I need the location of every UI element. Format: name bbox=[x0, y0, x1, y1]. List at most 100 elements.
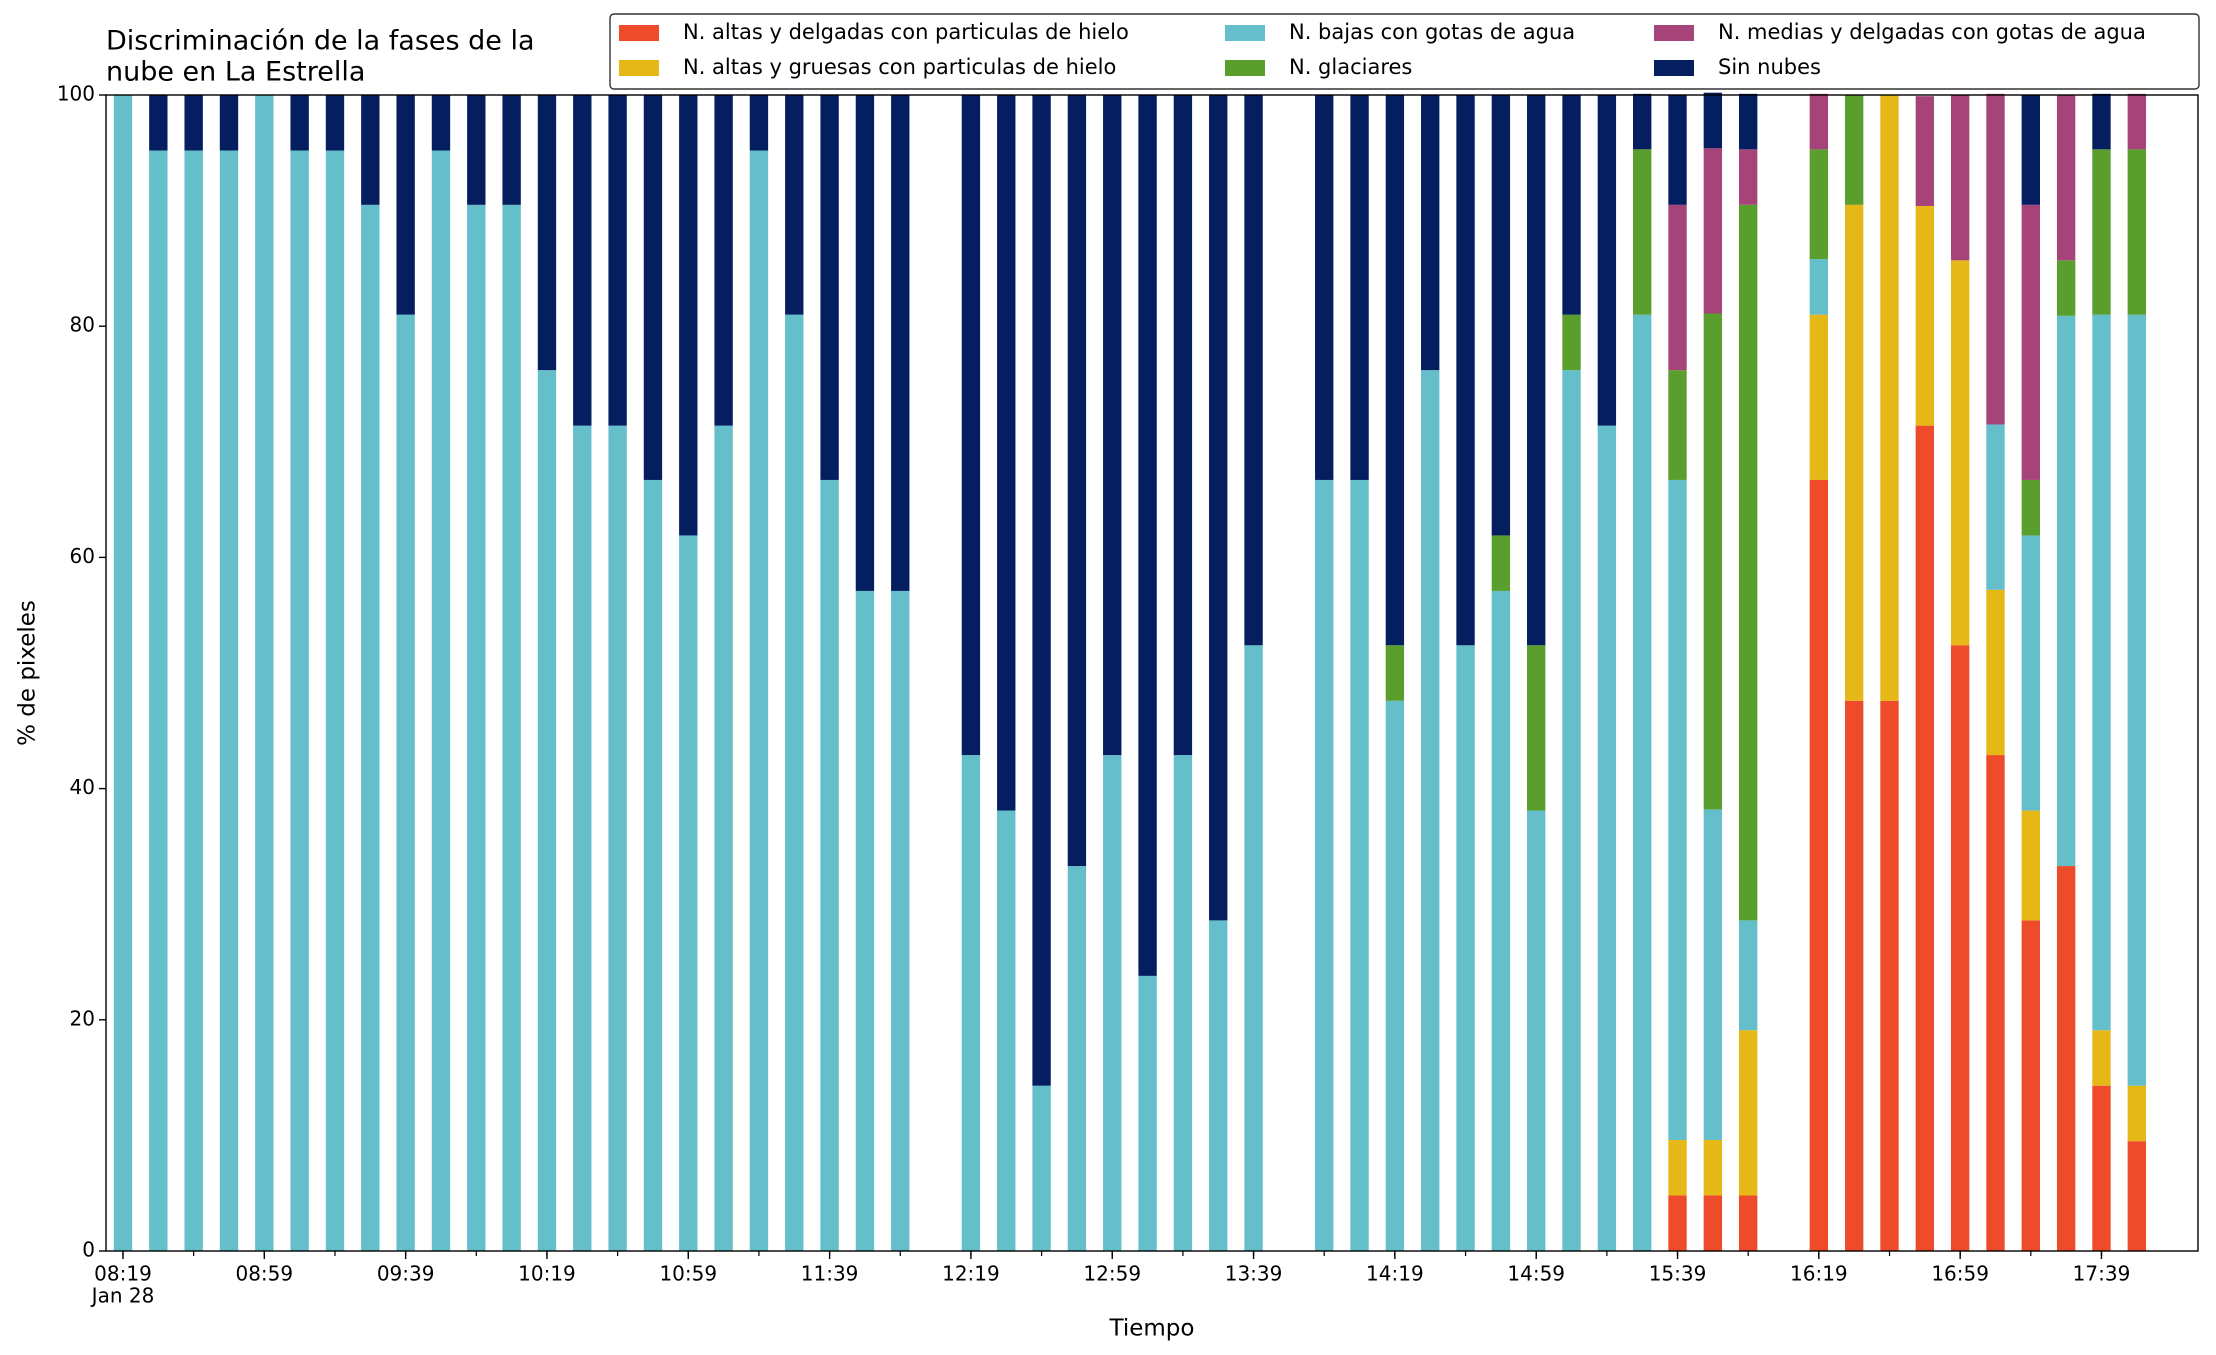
bar-segment bbox=[1950, 260, 1970, 646]
x-tick-label: 10:59 bbox=[659, 1262, 717, 1286]
bar-segment bbox=[749, 150, 769, 1251]
bar-segment bbox=[2092, 1030, 2111, 1086]
bar-segment bbox=[1703, 1140, 1723, 1196]
bar-segment bbox=[1703, 809, 1723, 1141]
y-tick-label: 0 bbox=[82, 1238, 95, 1262]
bar-segment bbox=[1491, 95, 1511, 536]
bar-segment bbox=[1103, 95, 1122, 756]
bar-segment bbox=[714, 95, 733, 426]
y-tick-label: 60 bbox=[70, 544, 95, 568]
bar-segment bbox=[1385, 700, 1405, 1251]
x-tick-label: 08:59 bbox=[235, 1262, 293, 1286]
bar-segment bbox=[502, 204, 521, 1251]
bar-segment bbox=[1844, 204, 1864, 701]
bar-segment bbox=[1491, 535, 1511, 591]
bar-segment bbox=[1844, 700, 1864, 1251]
bar-segment bbox=[1986, 93, 2005, 425]
bar-segment bbox=[1703, 313, 1723, 810]
bar-segment bbox=[1809, 259, 1829, 315]
x-axis-label: Tiempo bbox=[1109, 1316, 1195, 1342]
x-tick-label: 14:59 bbox=[1507, 1262, 1565, 1286]
bar-segment bbox=[2127, 314, 2146, 1086]
bar-segment bbox=[467, 95, 486, 205]
bar-segment bbox=[1067, 866, 1087, 1251]
bar-segment bbox=[1738, 204, 1758, 921]
legend-swatch bbox=[619, 25, 659, 41]
legend-label: N. glaciares bbox=[1289, 55, 1412, 79]
bar-segment bbox=[1032, 1085, 1051, 1251]
bar-segment bbox=[961, 95, 981, 756]
bar-segment bbox=[255, 95, 274, 1251]
bar-segment bbox=[2127, 149, 2146, 315]
bar-segment bbox=[1738, 1195, 1758, 1251]
bar-segment bbox=[149, 95, 168, 151]
bar-segment bbox=[2092, 149, 2111, 315]
x-tick-label: 17:39 bbox=[2073, 1262, 2131, 1286]
bar-segment bbox=[1950, 95, 1970, 261]
legend-label: Sin nubes bbox=[1718, 55, 1821, 79]
bar-segment bbox=[2092, 314, 2111, 1031]
x-tick-label: 12:59 bbox=[1083, 1262, 1141, 1286]
bar-segment bbox=[1315, 95, 1334, 480]
bar-segment bbox=[431, 150, 451, 1251]
bar-segment bbox=[820, 95, 839, 480]
bar-segment bbox=[785, 314, 804, 1251]
x-tick-label: 16:59 bbox=[1931, 1262, 1989, 1286]
bar-segment bbox=[1738, 920, 1758, 1031]
bar-segment bbox=[2021, 95, 2041, 205]
bar-segment bbox=[1385, 95, 1405, 646]
bar-segment bbox=[2127, 93, 2146, 150]
legend-label: N. altas y delgadas con particulas de hi… bbox=[683, 20, 1129, 44]
bar-segment bbox=[1067, 95, 1087, 867]
bar-segment bbox=[891, 95, 910, 591]
bar-segment bbox=[997, 95, 1016, 811]
legend-swatch bbox=[1225, 25, 1265, 41]
bar-segment bbox=[1209, 920, 1228, 1251]
bar-segment bbox=[2056, 95, 2076, 261]
bar-segment bbox=[184, 150, 203, 1251]
bar-segment bbox=[1032, 95, 1051, 1086]
bar-segment bbox=[1315, 479, 1334, 1251]
legend-swatch bbox=[619, 60, 659, 76]
bar-segment bbox=[361, 204, 380, 1251]
bar-segment bbox=[1633, 314, 1652, 1251]
y-tick-label: 80 bbox=[70, 313, 95, 337]
bar-segment bbox=[2021, 535, 2041, 811]
bar-segment bbox=[1597, 425, 1617, 1252]
bar-segment bbox=[891, 590, 910, 1251]
x-tick-label: 15:39 bbox=[1649, 1262, 1707, 1286]
bar-segment bbox=[749, 95, 769, 151]
bar-segment bbox=[1880, 700, 1899, 1251]
bar-segment bbox=[1668, 1140, 1687, 1196]
bar-segment bbox=[2092, 1085, 2111, 1251]
bar-segment bbox=[1633, 93, 1652, 150]
bar-segment bbox=[2021, 479, 2041, 536]
x-tick-label: 16:19 bbox=[1790, 1262, 1848, 1286]
bar-segment bbox=[1138, 95, 1157, 976]
y-tick-label: 20 bbox=[70, 1006, 95, 1030]
legend-box bbox=[609, 13, 2200, 90]
bar-segment bbox=[1738, 93, 1758, 150]
bar-segment bbox=[1350, 479, 1369, 1251]
bar-segment bbox=[1915, 205, 1935, 426]
bar-segment bbox=[1809, 314, 1829, 480]
bar-segment bbox=[2056, 866, 2076, 1251]
y-axis-label: % de pixeles bbox=[15, 600, 41, 746]
bar-segment bbox=[1244, 645, 1263, 1251]
bar-segment bbox=[1703, 148, 1723, 314]
x-tick-label: 10:19 bbox=[518, 1262, 576, 1286]
bar-segment bbox=[1350, 95, 1369, 480]
x-tick-label: 09:39 bbox=[377, 1262, 435, 1286]
legend-swatch bbox=[1654, 60, 1694, 76]
bar-segment bbox=[855, 590, 875, 1251]
x-tick-label: 11:39 bbox=[801, 1262, 859, 1286]
bar-segment bbox=[1562, 314, 1581, 371]
bar-segment bbox=[679, 95, 698, 536]
bar-segment bbox=[961, 755, 981, 1251]
bar-segment bbox=[537, 95, 557, 371]
bar-segment bbox=[679, 535, 698, 1251]
bar-segment bbox=[1527, 95, 1546, 646]
bar-segment bbox=[1421, 95, 1440, 371]
bar-segment bbox=[502, 95, 521, 205]
plot-frame bbox=[105, 94, 2199, 1252]
